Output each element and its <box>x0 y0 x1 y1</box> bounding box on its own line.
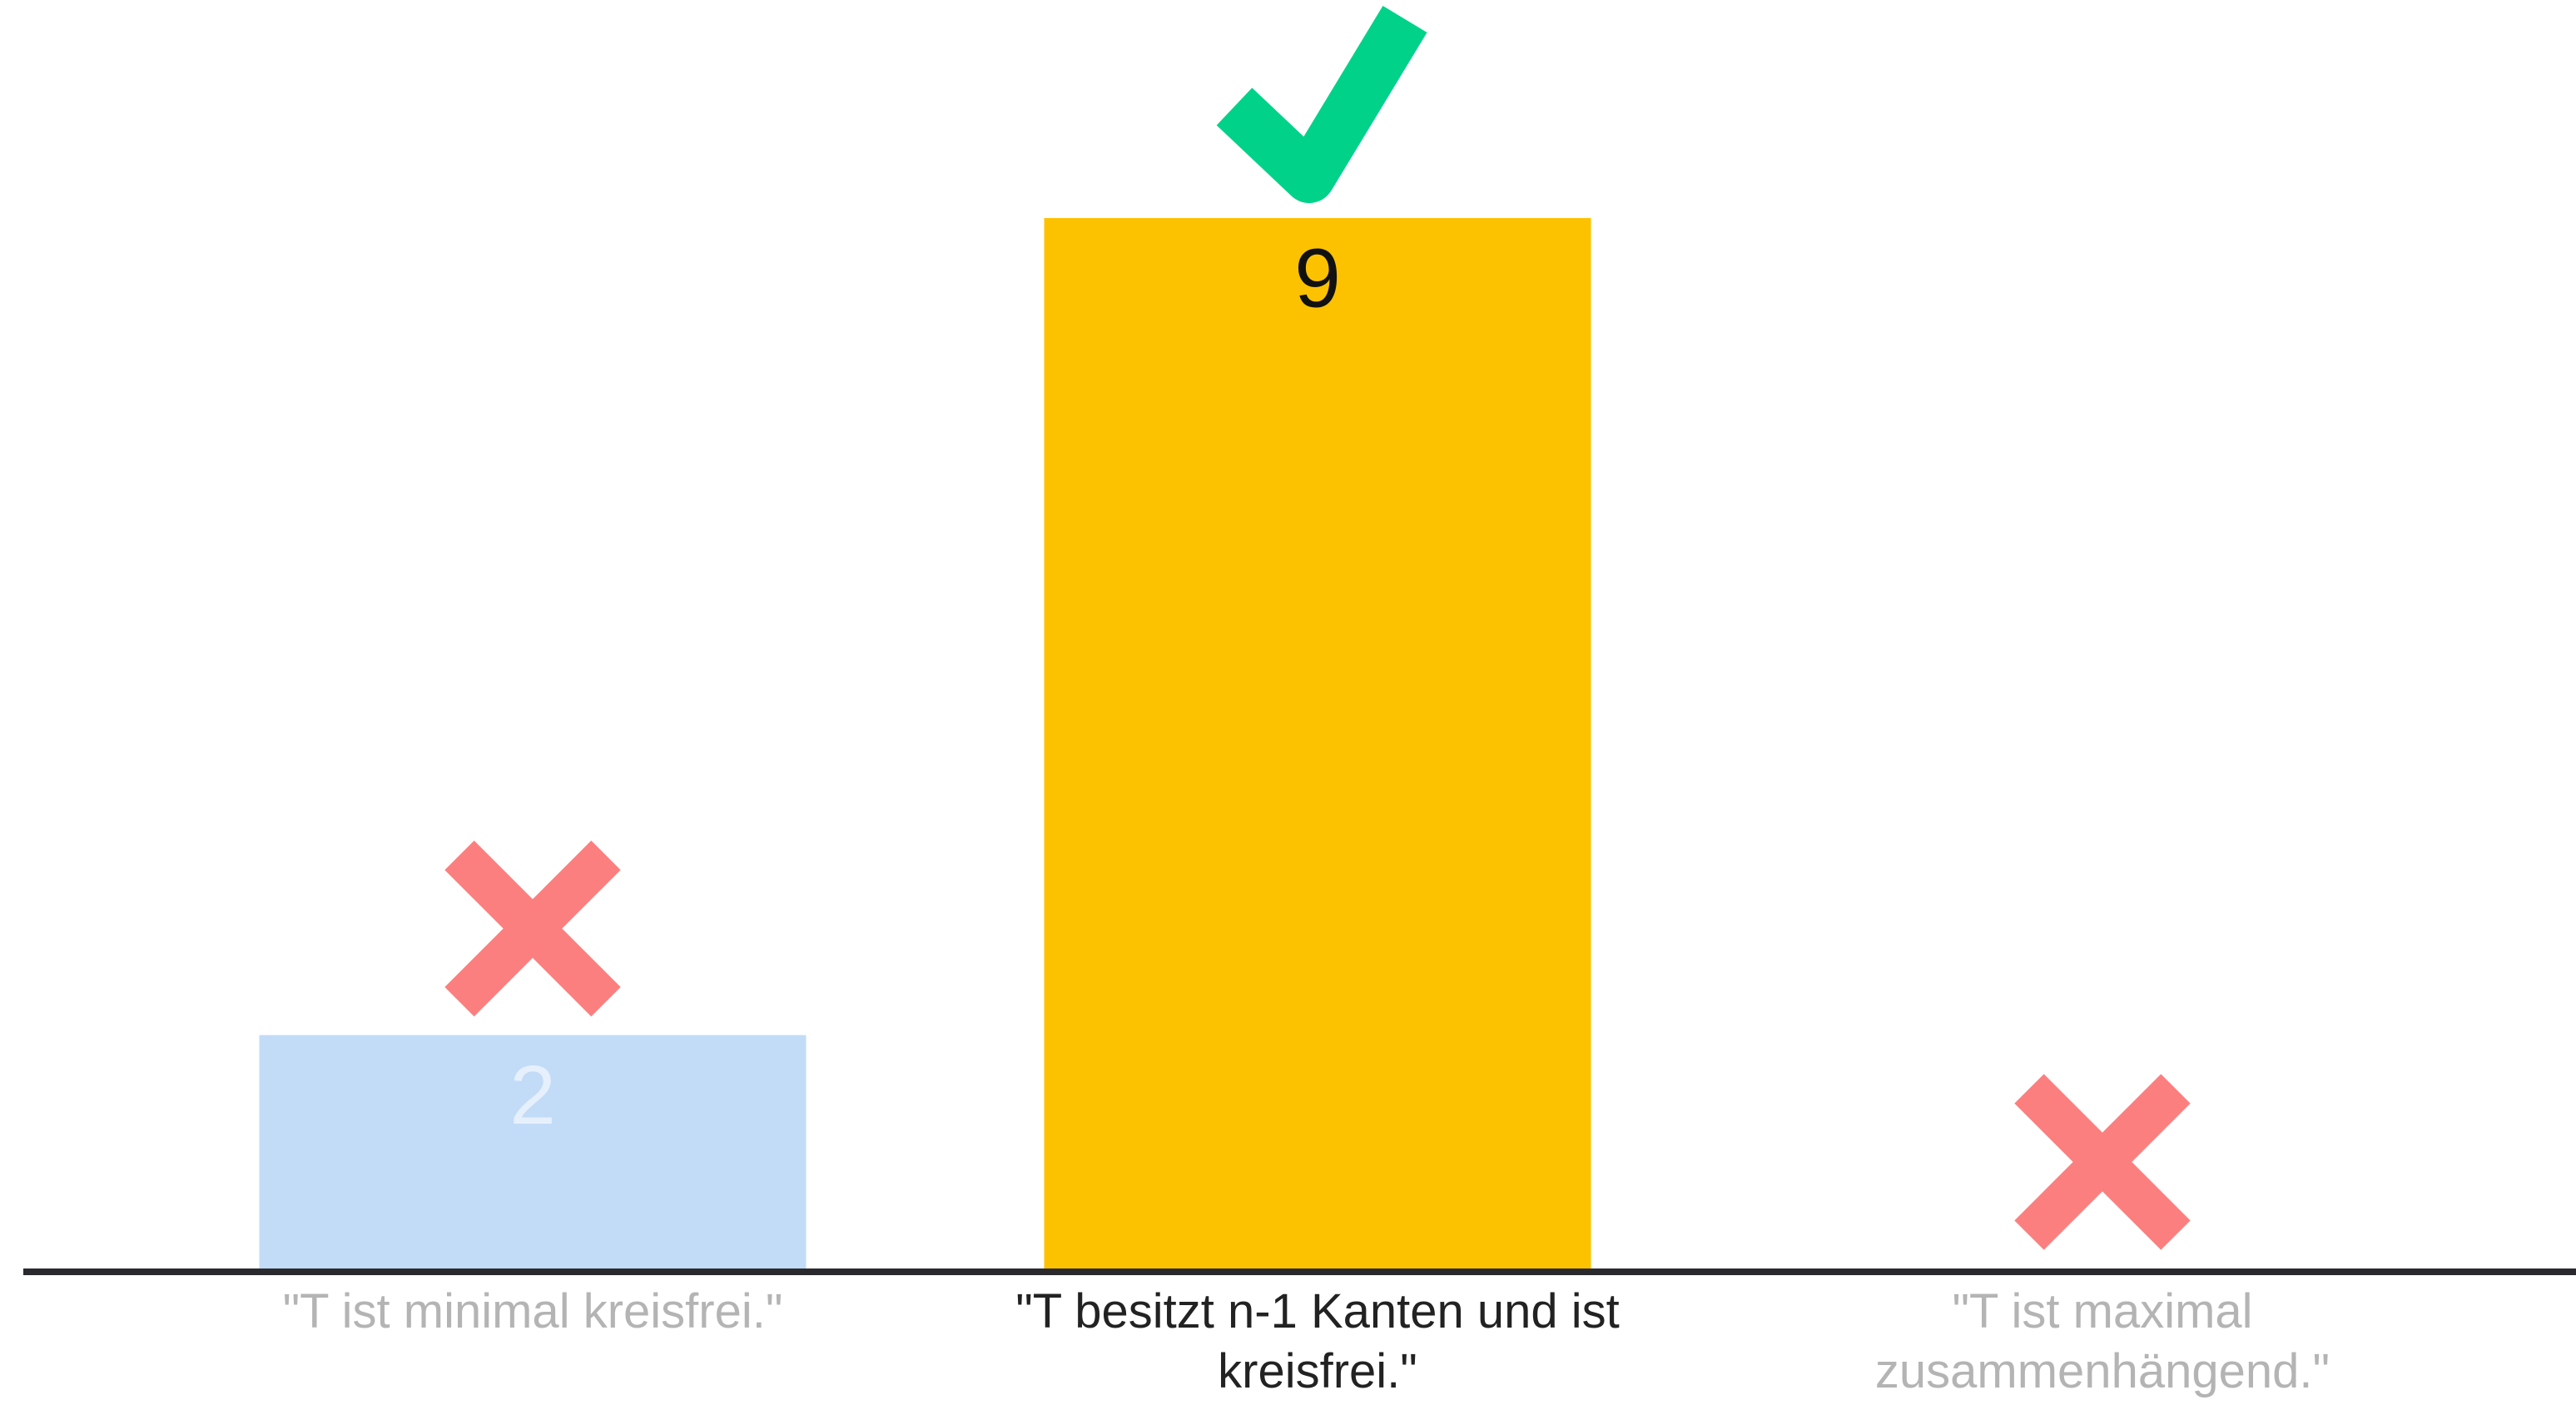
category-label: "T ist maximal zusammenhängend." <box>1874 1284 2330 1398</box>
cross-stroke <box>444 840 621 1017</box>
value-label: 9 <box>1294 231 1341 325</box>
category-label: "T ist minimal kreisfrei." <box>282 1284 783 1338</box>
cross-icon <box>444 840 621 1017</box>
bar <box>1044 218 1591 1268</box>
cross-stroke <box>2014 1074 2191 1250</box>
value-label: 2 <box>509 1049 556 1142</box>
check-stroke <box>1216 5 1427 203</box>
check-icon <box>1216 5 1427 203</box>
category-label: "T besitzt n-1 Kanten und ist kreisfrei.… <box>1015 1284 1620 1398</box>
cross-icon <box>2014 1074 2191 1250</box>
bar <box>259 1035 807 1268</box>
